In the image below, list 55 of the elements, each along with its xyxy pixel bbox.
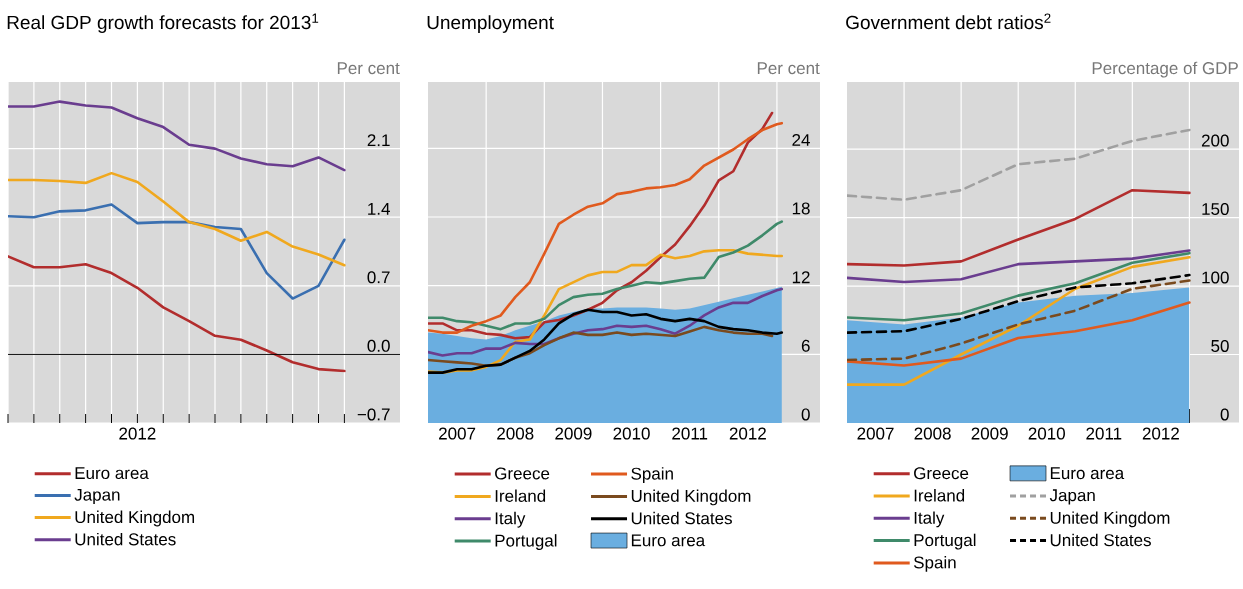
legend-label: United States (631, 511, 732, 525)
x-tick-label: 2011 (672, 427, 708, 440)
chart-title: Government debt ratios$^{2}$ (846, 13, 1051, 30)
legend-label: United Kingdom (1050, 511, 1170, 528)
legend-label: United Kingdom (75, 510, 195, 527)
legend-label: Italy (495, 511, 526, 528)
chart-title: Real GDP growth forecasts for 2013$^{1}$ (7, 13, 319, 33)
y-tick-label: 100 (1202, 271, 1229, 284)
x-tick-label: 2007 (857, 427, 894, 440)
y-tick-label: 0.7 (367, 271, 390, 284)
y-tick-label: 6 (801, 339, 810, 352)
x-tick-label: 2012 (729, 427, 766, 440)
legend-label: Ireland (914, 489, 965, 502)
legend-label: United States (75, 532, 176, 546)
legend-label: Euro area (631, 534, 706, 547)
y-axis-title: Percentage of GDP (1092, 61, 1238, 78)
y-tick-label: 2.1 (367, 134, 390, 147)
x-tick-label: 2012 (119, 427, 156, 440)
y-axis-title: Per cent (757, 62, 820, 75)
x-tick-label: 2010 (613, 427, 650, 440)
x-tick-label: 2011 (1086, 427, 1122, 440)
legend-label: Ireland (495, 489, 546, 502)
legend-label: Spain (631, 467, 673, 484)
legend-label: Spain (913, 556, 956, 572)
x-tick-label: 2008 (497, 427, 534, 440)
x-tick-label: 2012 (1142, 427, 1179, 440)
y-tick-label: 1.4 (368, 202, 390, 215)
y-tick-label: 0 (1220, 408, 1229, 421)
legend-label: Japan (1049, 489, 1095, 505)
legend-label: Greece (914, 467, 969, 480)
legend-label: Italy (914, 511, 945, 528)
y-tick-label: 50 (1211, 339, 1229, 352)
x-tick-label: 2010 (1028, 427, 1065, 440)
legend-label: Japan (74, 488, 120, 505)
legend-label: Greece (495, 467, 550, 480)
x-tick-label: 2007 (439, 427, 476, 440)
x-tick-label: 2009 (555, 427, 592, 440)
y-tick-label: 18 (792, 202, 810, 215)
chart-title: Unemployment (427, 15, 554, 33)
x-tick-label: 2009 (971, 427, 1008, 440)
y-axis-title: Per cent (337, 62, 400, 75)
y-tick-label: −0.7 (357, 408, 390, 421)
y-tick-label: 200 (1201, 134, 1229, 147)
legend-label: United Kingdom (631, 489, 751, 506)
legend-label: Portugal (914, 533, 976, 550)
legend-label: Euro area (1050, 467, 1125, 480)
y-tick-label: 0.0 (367, 339, 390, 352)
y-tick-label: 0 (801, 408, 810, 421)
y-tick-label: 24 (792, 133, 810, 146)
y-tick-label: 12 (792, 271, 810, 284)
legend-label: Euro area (75, 467, 149, 480)
legend-label: Portugal (495, 534, 557, 550)
y-tick-label: 150 (1202, 203, 1229, 216)
x-tick-label: 2008 (914, 427, 951, 440)
legend-label: United States (1050, 533, 1151, 547)
